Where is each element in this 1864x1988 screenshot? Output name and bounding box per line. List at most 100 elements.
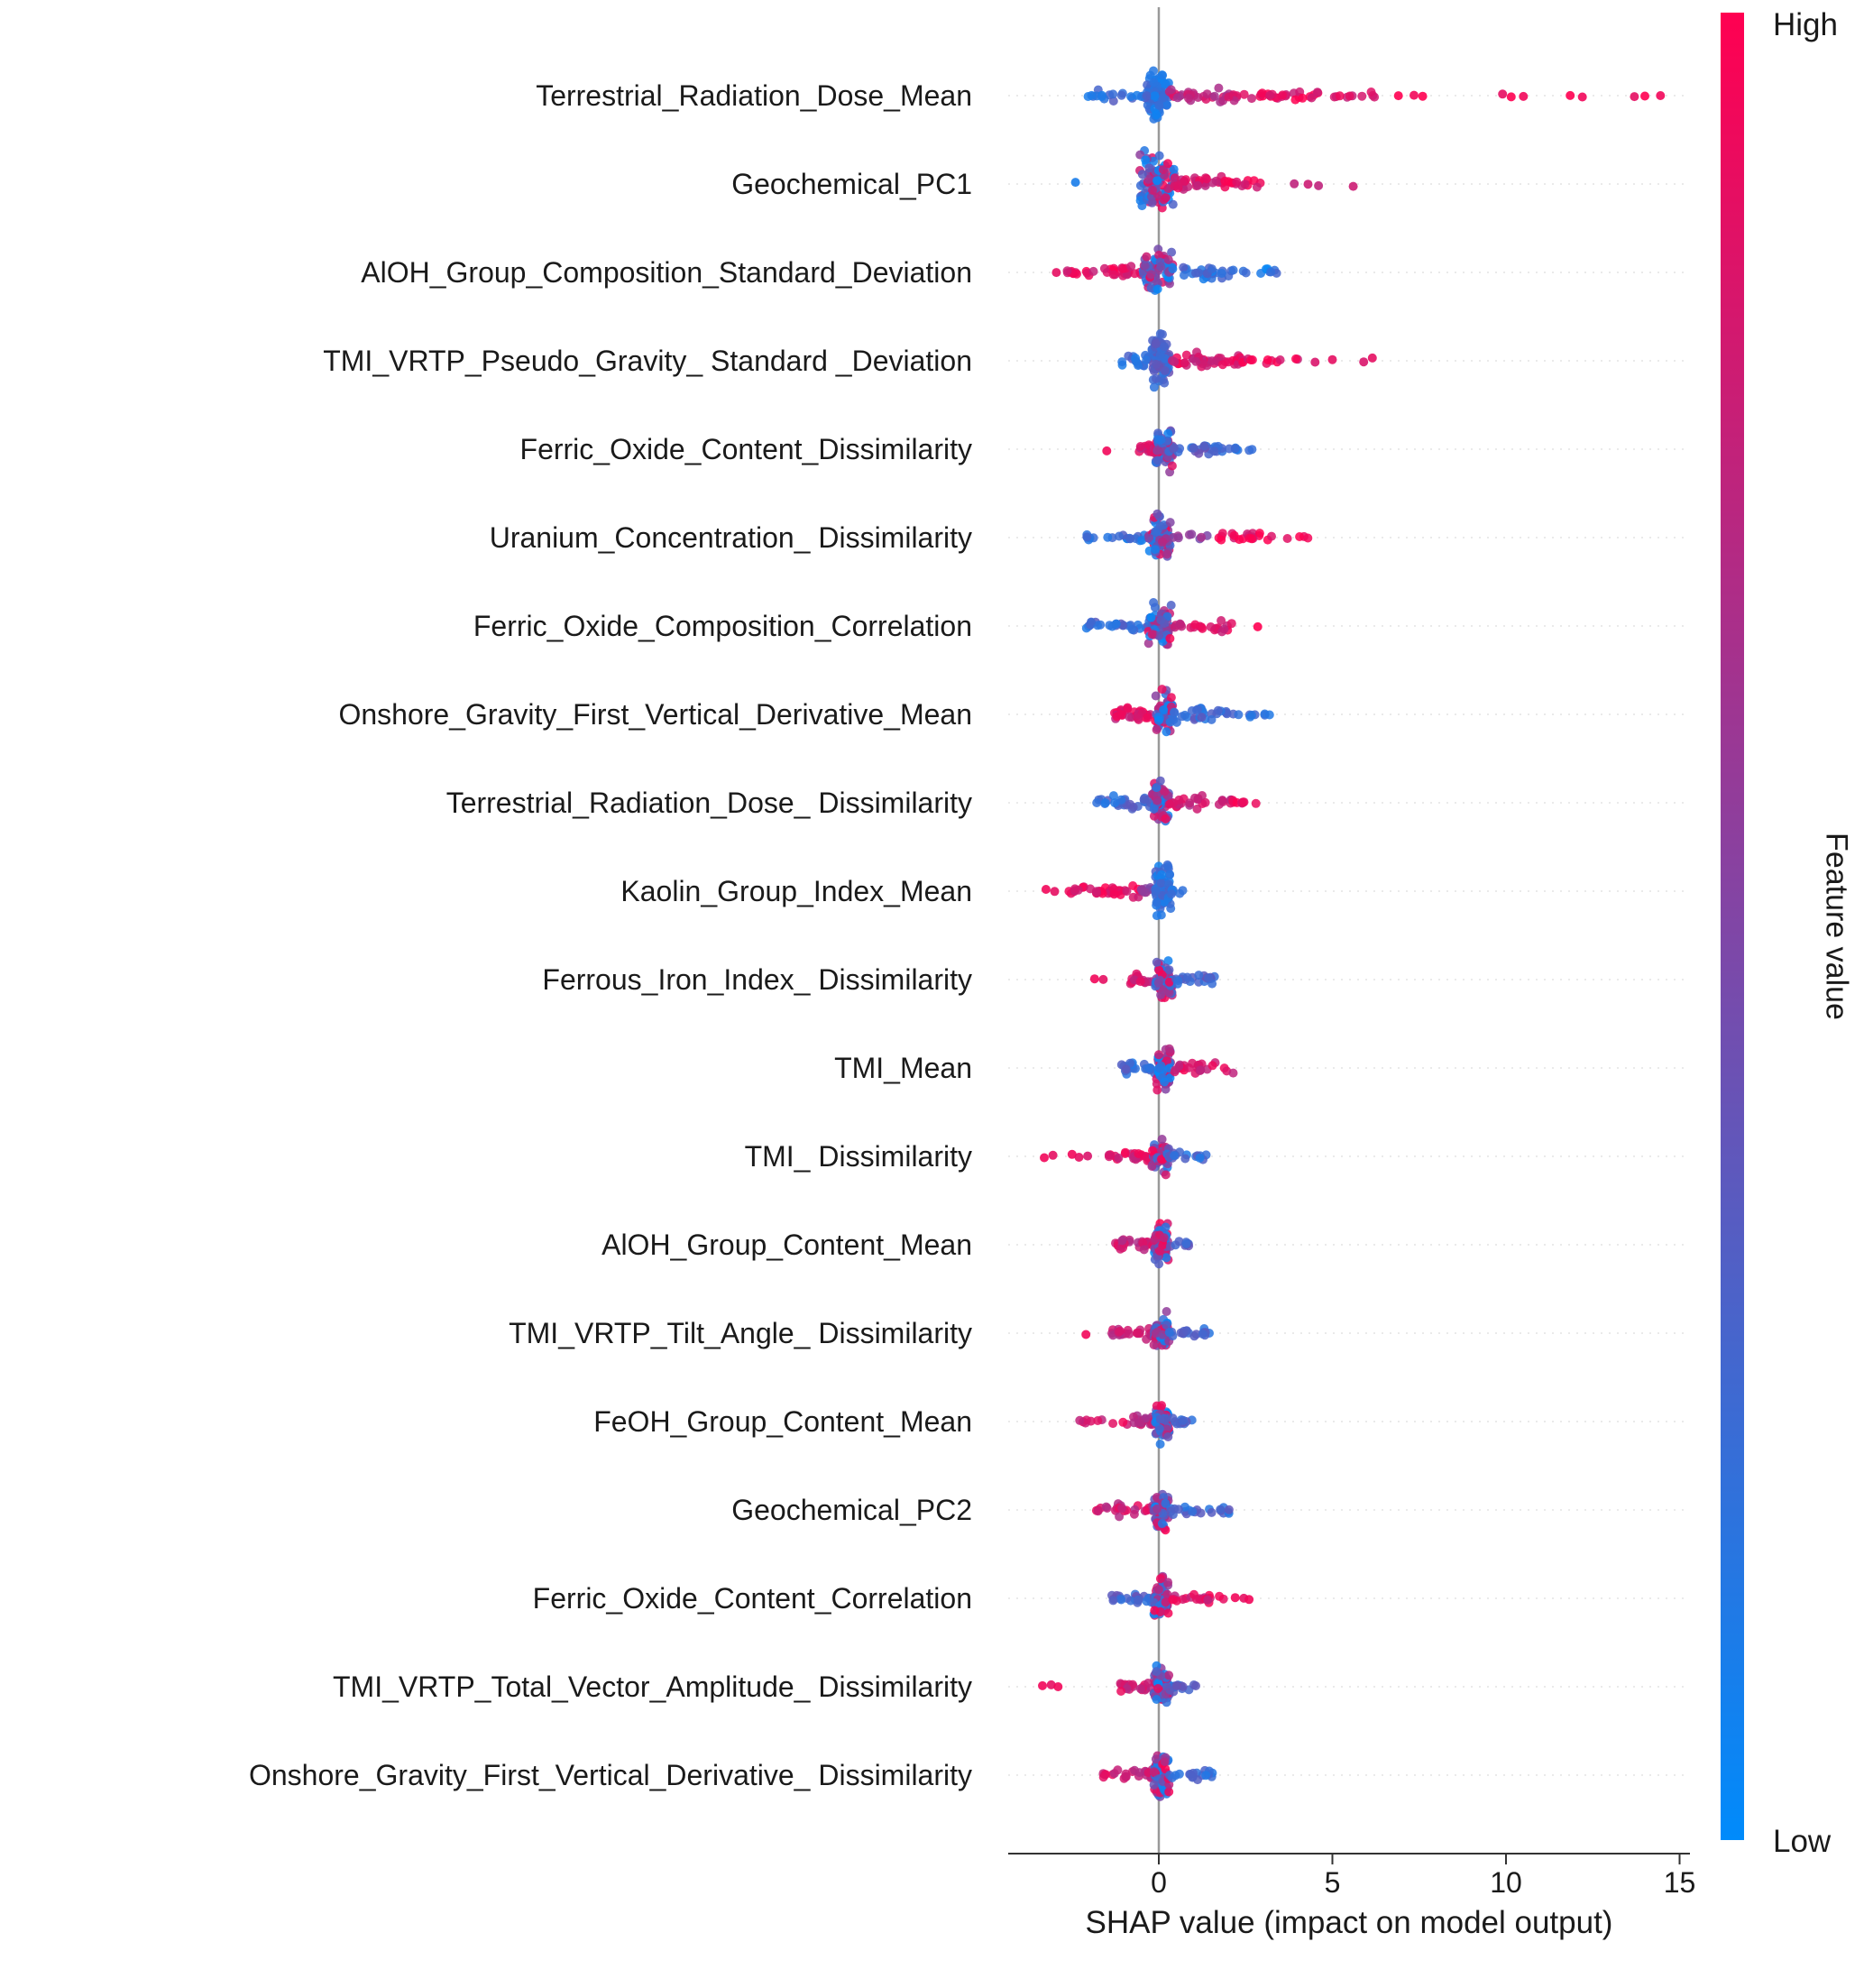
shap-point [1161,1222,1171,1232]
shap-point [1137,201,1147,211]
x-axis-tick-label: 10 [1490,1866,1522,1899]
shap-point [1247,94,1256,104]
shap-point [1114,1327,1124,1337]
shap-point [1202,89,1212,99]
shap-point [1087,617,1096,627]
shap-point [1155,350,1165,360]
shap-point [1278,90,1288,100]
shap-point [1152,1667,1162,1677]
colorbar-high-label: High [1773,7,1838,42]
shap-point [1307,93,1317,103]
shap-point [1146,270,1156,280]
shap-point [1366,87,1376,97]
shap-point [1195,1153,1205,1163]
shap-point [1130,1765,1140,1775]
shap-point [1357,91,1367,101]
shap-point [1203,1595,1213,1605]
shap-point [1144,163,1154,173]
shap-point [1116,795,1126,805]
shap-point [1154,630,1164,640]
beeswarm-row [1082,509,1313,561]
shap-point [1163,956,1173,966]
shap-point [1115,531,1124,541]
feature-label: Onshore_Gravity_First_Vertical_Derivativ… [338,698,972,731]
shap-point [1046,1680,1056,1689]
shap-point [1150,91,1160,101]
shap-point [1074,1153,1084,1162]
shap-point [1092,798,1102,807]
shap-point [1155,1246,1164,1256]
shap-point [1124,351,1134,361]
shap-point [1166,693,1176,703]
shap-point [1152,456,1162,465]
beeswarm-row [1051,244,1281,295]
shap-point [1116,1595,1126,1605]
shap-point [1224,92,1234,102]
shap-point [1152,1085,1162,1095]
shap-point [1133,713,1143,723]
shap-point [1184,1063,1194,1072]
shap-point [1155,776,1165,786]
shap-point [1204,973,1214,983]
beeswarm-row [1102,426,1257,477]
shap-point [1217,627,1226,637]
shap-point [1169,164,1179,174]
shap-point [1152,1493,1162,1502]
shap-point [1154,1050,1163,1060]
shap-point [1108,270,1118,280]
shap-point [1180,358,1189,368]
shap-point [1152,1695,1162,1704]
shap-point [1152,911,1162,921]
shap-point [1153,1585,1163,1595]
shap-point [1151,545,1160,555]
shap-point [1409,90,1419,100]
shap-point [1138,1238,1148,1247]
feature-label: TMI_VRTP_Tilt_Angle_ Dissimilarity [509,1317,972,1349]
shap-point [1161,193,1171,203]
shap-point [1148,185,1157,195]
shap-point [1234,710,1244,720]
shap-point [1152,509,1162,519]
feature-label: TMI_Mean [834,1052,972,1084]
shap-point [1192,804,1202,814]
shap-point [1147,1162,1157,1171]
shap-point [1393,91,1403,101]
shap-point [1656,91,1666,100]
shap-point [1151,691,1161,701]
shap-point [1098,1772,1108,1782]
shap-point [1194,971,1204,980]
shap-point [1199,441,1209,451]
feature-label: TMI_ Dissimilarity [744,1140,972,1173]
shap-point [1152,284,1162,294]
shap-point [1134,361,1143,371]
shap-point [1117,357,1127,367]
shap-point [1145,1063,1155,1072]
shap-point [1180,710,1189,720]
shap-point [1209,446,1219,456]
shap-point [1303,533,1313,543]
shap-point [1247,445,1257,455]
shap-point [1135,1684,1145,1694]
shap-point [1067,1149,1077,1159]
shap-point [1168,1413,1178,1423]
shap-point [1162,1253,1171,1263]
shap-point [1275,355,1285,364]
shap-point [1157,1401,1167,1411]
shap-point [1141,261,1150,271]
shap-point [1202,174,1211,184]
shap-point [1164,1044,1174,1054]
shap-point [1228,265,1238,275]
shap-point [1168,264,1178,274]
shap-point [1062,266,1072,276]
shap-point [1566,90,1575,100]
shap-point [1295,532,1305,541]
shap-point [1151,359,1161,369]
shap-point [1213,705,1223,715]
shap-point [1312,87,1322,97]
shap-point [1200,797,1210,807]
shap-point [1169,443,1179,453]
shap-point [1163,255,1173,264]
shap-point [1217,269,1226,278]
shap-point [1129,1418,1139,1428]
shap-point [1155,1574,1165,1584]
